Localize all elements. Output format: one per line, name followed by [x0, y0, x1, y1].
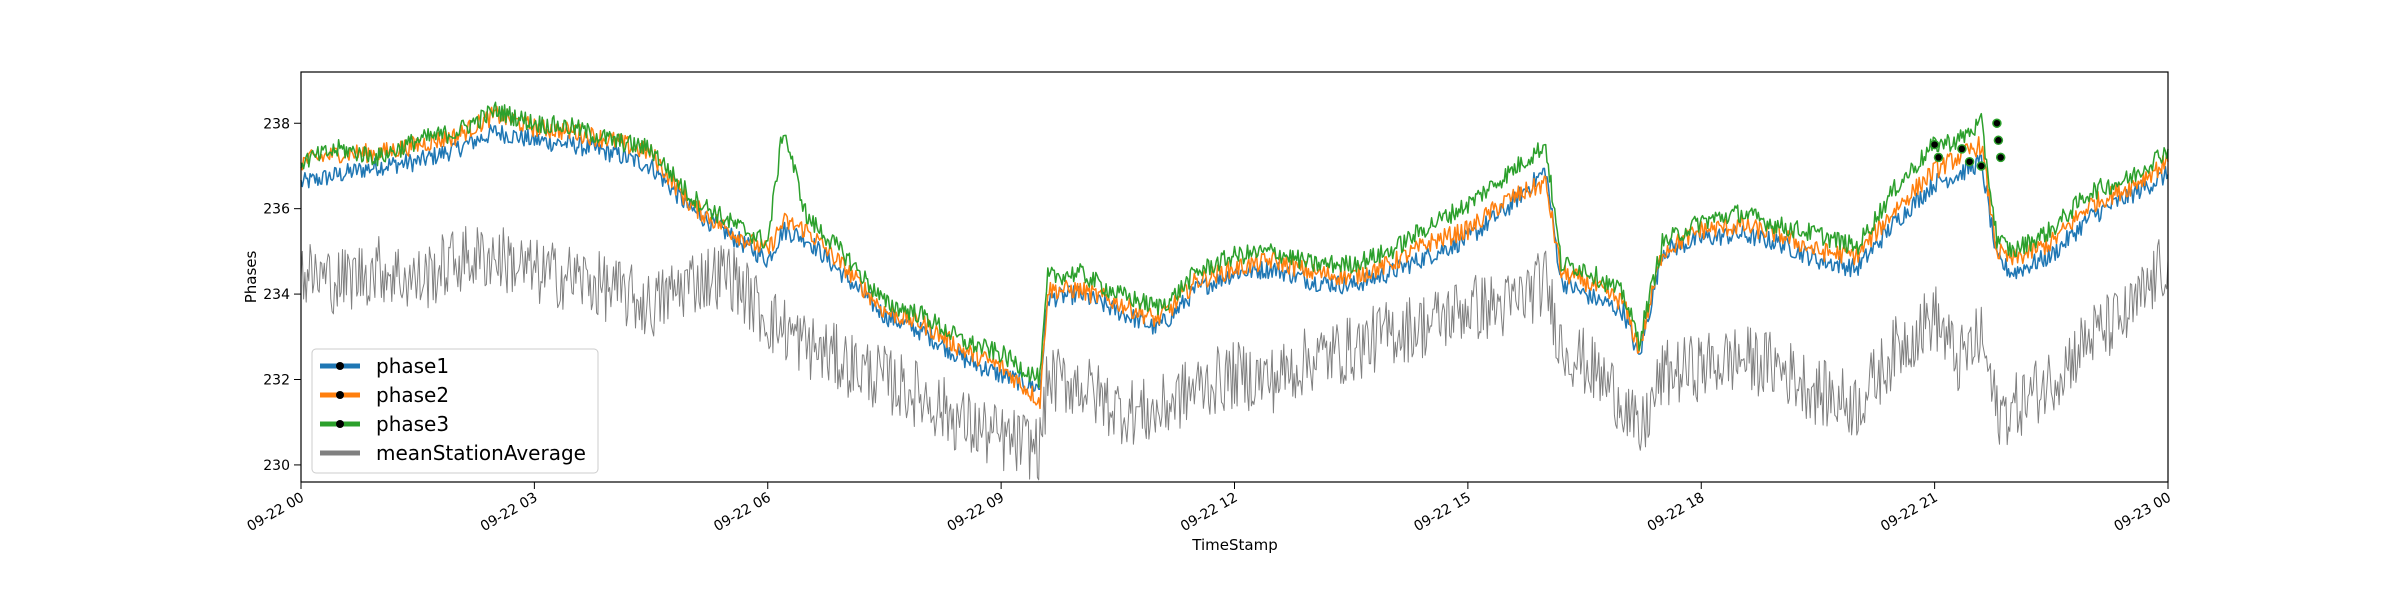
marker-point	[1933, 152, 1944, 163]
y-tick-label: 232	[263, 373, 290, 389]
x-tick-label: 09-22 09	[945, 490, 1008, 535]
x-axis-label: TimeStamp	[1191, 536, 1277, 554]
legend-marker-phase2	[336, 391, 344, 399]
marker-point	[1993, 135, 2004, 146]
x-tick-label: 09-22 00	[244, 490, 307, 535]
y-axis-label: Phases	[242, 251, 260, 304]
x-axis: 09-22 00 09-22 03 09-22 06 09-22 09 09-22 12…	[244, 482, 2174, 535]
marker-point	[1992, 118, 2002, 128]
series-line-meanStationAverage	[300, 226, 2169, 481]
series-line-phase3	[300, 101, 2169, 388]
marker-point	[1957, 144, 1967, 154]
legend-label-phase3: phase3	[376, 412, 449, 436]
legend-label-phase2: phase2	[376, 383, 449, 407]
x-tick-label: 09-23 00	[2111, 490, 2174, 535]
x-tick-label: 09-22 12	[1178, 490, 1241, 535]
legend-label-phase1: phase1	[376, 354, 449, 378]
y-tick-label: 234	[263, 287, 290, 303]
x-tick-label: 09-22 18	[1645, 490, 1708, 535]
marker-point	[1995, 152, 2006, 163]
y-axis: 230 232 234 236 238	[263, 116, 301, 474]
legend-marker-phase1	[336, 362, 344, 370]
marker-point	[1929, 139, 1940, 150]
x-tick-label: 09-22 03	[478, 490, 541, 535]
legend-label-meanStationAverage: meanStationAverage	[376, 441, 586, 465]
y-tick-label: 236	[263, 202, 290, 218]
marker-point	[1964, 156, 1975, 167]
y-tick-label: 238	[263, 116, 290, 132]
x-tick-label: 09-22 06	[711, 490, 774, 535]
x-tick-label: 09-22 21	[1878, 490, 1941, 535]
marker-point	[1976, 161, 1987, 171]
legend-box	[311, 348, 599, 474]
legend-marker-phase3	[336, 420, 344, 428]
series-layer	[300, 101, 2169, 481]
marker-layer	[1929, 118, 2006, 171]
x-tick-label: 09-22 15	[1411, 490, 1474, 535]
y-tick-label: 230	[263, 458, 290, 474]
legend: phase1 phase2 phase3 meanStationAverage	[311, 348, 599, 474]
